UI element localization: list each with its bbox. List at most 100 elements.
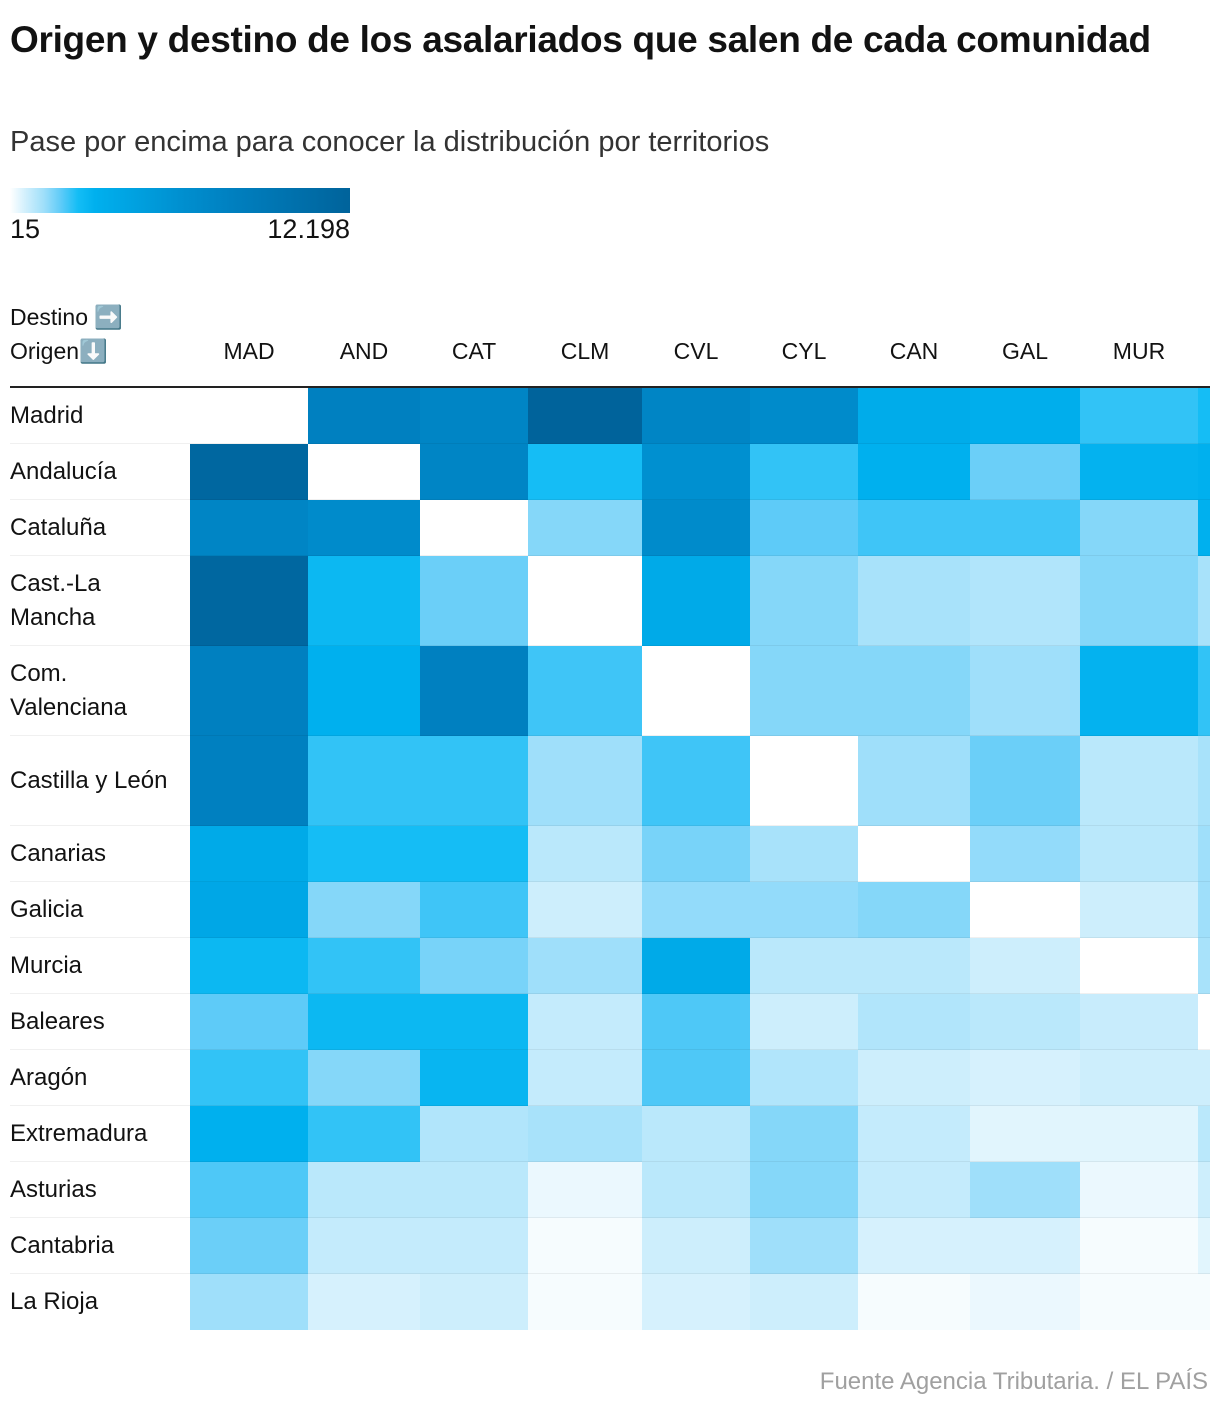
heatmap-cell[interactable]	[970, 938, 1080, 994]
heatmap-cell[interactable]	[642, 826, 750, 882]
heatmap-cell[interactable]	[190, 994, 308, 1050]
heatmap-cell[interactable]	[858, 1162, 970, 1218]
heatmap-cell[interactable]	[308, 444, 420, 500]
heatmap-cell[interactable]	[308, 1218, 420, 1274]
heatmap-cell[interactable]	[420, 1218, 528, 1274]
heatmap-cell[interactable]	[420, 646, 528, 736]
heatmap-cell[interactable]	[858, 736, 970, 826]
heatmap-cell[interactable]	[528, 1050, 642, 1106]
heatmap-cell[interactable]	[750, 994, 858, 1050]
heatmap-cell[interactable]	[1198, 556, 1210, 646]
heatmap-cell[interactable]	[970, 1274, 1080, 1330]
heatmap-cell[interactable]	[642, 938, 750, 994]
heatmap-cell[interactable]	[190, 1106, 308, 1162]
heatmap-cell[interactable]	[528, 556, 642, 646]
heatmap-cell[interactable]	[970, 1050, 1080, 1106]
heatmap-cell[interactable]	[308, 500, 420, 556]
heatmap-cell[interactable]	[190, 444, 308, 500]
heatmap-cell[interactable]	[528, 388, 642, 444]
heatmap-cell[interactable]	[528, 1218, 642, 1274]
heatmap-cell[interactable]	[1198, 826, 1210, 882]
heatmap-cell[interactable]	[308, 1274, 420, 1330]
heatmap-cell[interactable]	[528, 444, 642, 500]
heatmap-cell[interactable]	[190, 1050, 308, 1106]
heatmap-cell[interactable]	[308, 556, 420, 646]
heatmap-cell[interactable]	[1080, 994, 1198, 1050]
heatmap-cell[interactable]	[970, 736, 1080, 826]
heatmap-cell[interactable]	[858, 938, 970, 994]
heatmap-cell[interactable]	[642, 444, 750, 500]
heatmap-cell[interactable]	[858, 388, 970, 444]
heatmap-cell[interactable]	[420, 500, 528, 556]
heatmap-cell[interactable]	[1198, 938, 1210, 994]
heatmap-cell[interactable]	[750, 1274, 858, 1330]
heatmap-cell[interactable]	[750, 556, 858, 646]
heatmap-cell[interactable]	[1080, 556, 1198, 646]
heatmap-cell[interactable]	[750, 1106, 858, 1162]
heatmap-cell[interactable]	[858, 1050, 970, 1106]
heatmap-cell[interactable]	[420, 826, 528, 882]
heatmap-cell[interactable]	[190, 500, 308, 556]
heatmap-cell[interactable]	[1080, 500, 1198, 556]
heatmap-cell[interactable]	[858, 1106, 970, 1162]
heatmap-cell[interactable]	[190, 826, 308, 882]
heatmap-cell[interactable]	[750, 444, 858, 500]
heatmap-cell[interactable]	[642, 556, 750, 646]
heatmap-cell[interactable]	[528, 736, 642, 826]
heatmap-cell[interactable]	[970, 882, 1080, 938]
heatmap-cell[interactable]	[970, 388, 1080, 444]
heatmap-cell[interactable]	[190, 646, 308, 736]
heatmap-cell[interactable]	[420, 1162, 528, 1218]
heatmap-cell[interactable]	[528, 1274, 642, 1330]
heatmap-cell[interactable]	[308, 1106, 420, 1162]
heatmap-cell[interactable]	[308, 646, 420, 736]
heatmap-cell[interactable]	[528, 1162, 642, 1218]
heatmap-cell[interactable]	[308, 388, 420, 444]
heatmap-cell[interactable]	[190, 1218, 308, 1274]
heatmap-cell[interactable]	[1198, 646, 1210, 736]
heatmap-cell[interactable]	[1198, 444, 1210, 500]
heatmap-cell[interactable]	[858, 994, 970, 1050]
heatmap-cell[interactable]	[1198, 1162, 1210, 1218]
heatmap-cell[interactable]	[642, 736, 750, 826]
heatmap-cell[interactable]	[970, 444, 1080, 500]
heatmap-cell[interactable]	[190, 1274, 308, 1330]
heatmap-cell[interactable]	[642, 388, 750, 444]
heatmap-cell[interactable]	[420, 882, 528, 938]
heatmap-cell[interactable]	[1080, 826, 1198, 882]
heatmap-cell[interactable]	[750, 646, 858, 736]
heatmap-cell[interactable]	[1198, 500, 1210, 556]
heatmap-cell[interactable]	[1080, 1106, 1198, 1162]
heatmap-cell[interactable]	[1198, 994, 1210, 1050]
heatmap-cell[interactable]	[420, 1050, 528, 1106]
heatmap-cell[interactable]	[308, 1050, 420, 1106]
heatmap-cell[interactable]	[190, 388, 308, 444]
heatmap-cell[interactable]	[528, 826, 642, 882]
heatmap-cell[interactable]	[642, 1050, 750, 1106]
heatmap-cell[interactable]	[1080, 938, 1198, 994]
heatmap-cell[interactable]	[970, 646, 1080, 736]
heatmap-cell[interactable]	[190, 1162, 308, 1218]
heatmap-cell[interactable]	[858, 556, 970, 646]
heatmap-cell[interactable]	[308, 826, 420, 882]
heatmap-cell[interactable]	[1080, 1218, 1198, 1274]
heatmap-cell[interactable]	[1080, 444, 1198, 500]
heatmap-cell[interactable]	[970, 1106, 1080, 1162]
heatmap-cell[interactable]	[642, 500, 750, 556]
heatmap-cell[interactable]	[528, 500, 642, 556]
heatmap-cell[interactable]	[750, 388, 858, 444]
heatmap-cell[interactable]	[750, 500, 858, 556]
heatmap-cell[interactable]	[420, 938, 528, 994]
heatmap-cell[interactable]	[308, 882, 420, 938]
heatmap-cell[interactable]	[528, 938, 642, 994]
heatmap-cell[interactable]	[1080, 1162, 1198, 1218]
heatmap-cell[interactable]	[642, 1106, 750, 1162]
heatmap-cell[interactable]	[858, 882, 970, 938]
heatmap-cell[interactable]	[858, 826, 970, 882]
heatmap-cell[interactable]	[642, 994, 750, 1050]
heatmap-cell[interactable]	[750, 1218, 858, 1274]
heatmap-cell[interactable]	[528, 994, 642, 1050]
heatmap-cell[interactable]	[642, 1218, 750, 1274]
heatmap-cell[interactable]	[750, 1162, 858, 1218]
heatmap-cell[interactable]	[970, 826, 1080, 882]
